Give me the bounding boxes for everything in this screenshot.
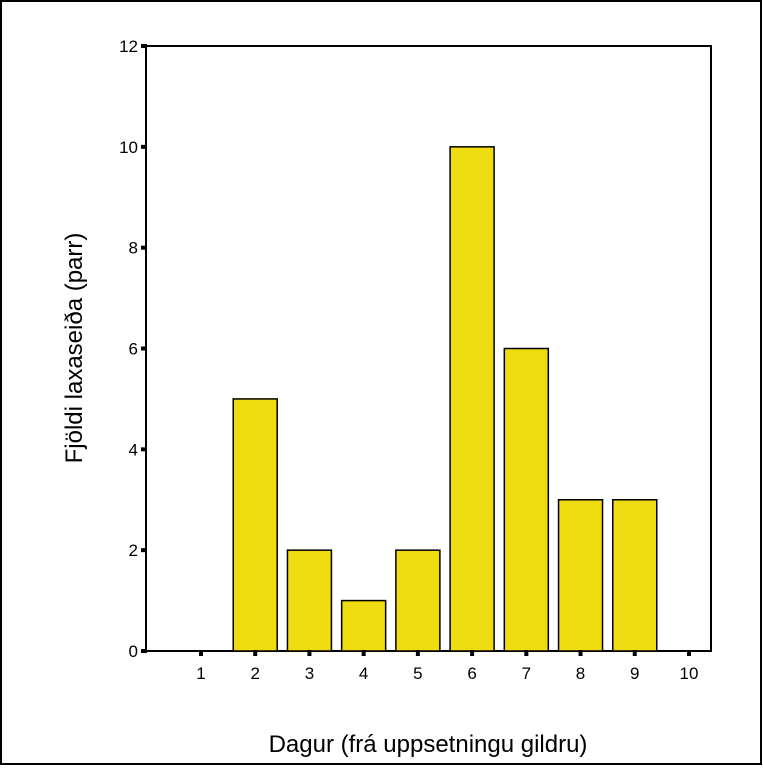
y-axis-title: Fjöldi laxaseiða (parr) (61, 233, 88, 464)
y-tick-label: 6 (129, 340, 138, 359)
x-axis: 1 2 3 4 5 6 7 8 9 10 (196, 650, 698, 683)
bar-day-5 (395, 549, 441, 652)
x-tick-label: 2 (250, 664, 259, 683)
bars-group (232, 146, 658, 652)
x-tick-label: 3 (305, 664, 314, 683)
y-tick-label: 10 (119, 138, 138, 157)
x-tick-label: 4 (359, 664, 368, 683)
x-tick-label: 10 (680, 664, 699, 683)
x-tick-label: 8 (576, 664, 585, 683)
bar-day-3 (286, 549, 333, 652)
x-tick-label: 5 (413, 664, 422, 683)
bar-day-9 (612, 499, 658, 652)
bar-day-8 (557, 499, 604, 652)
y-tick-label: 4 (129, 440, 138, 459)
x-tick-label: 7 (522, 664, 531, 683)
bar-day-7 (503, 347, 550, 652)
y-tick-label: 0 (129, 642, 138, 661)
y-tick-label: 2 (129, 541, 138, 560)
x-tick-label: 9 (630, 664, 639, 683)
bar-day-6 (449, 146, 495, 652)
bar-day-4 (340, 599, 387, 652)
x-tick-label: 6 (467, 664, 476, 683)
x-tick-label: 1 (196, 664, 205, 683)
y-tick-label: 12 (119, 37, 138, 56)
bar-day-2 (232, 398, 278, 652)
y-tick-label: 8 (129, 239, 138, 258)
y-axis: 0 2 4 6 8 10 12 (119, 37, 147, 661)
x-axis-title: Dagur (frá uppsetningu gildru) (269, 731, 588, 758)
